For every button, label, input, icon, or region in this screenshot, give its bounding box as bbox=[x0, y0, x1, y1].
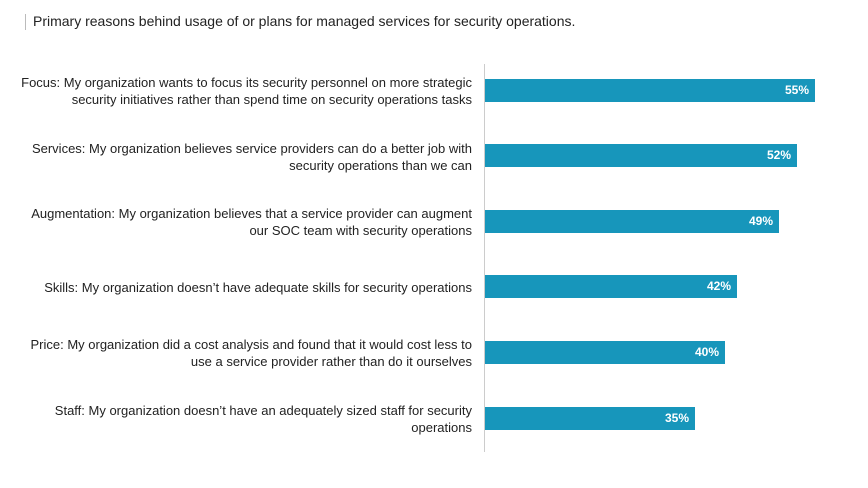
value-label: 52% bbox=[766, 148, 791, 163]
category-label: Focus: My organization wants to focus it… bbox=[21, 75, 472, 107]
category-label: Augmentation: My organization believes t… bbox=[31, 206, 472, 239]
bar: 35% bbox=[485, 406, 695, 430]
value-label: 55% bbox=[784, 82, 809, 97]
value-label: 40% bbox=[694, 344, 719, 359]
bar: 40% bbox=[485, 340, 725, 364]
title-marker bbox=[25, 14, 26, 30]
bar: 42% bbox=[485, 275, 737, 299]
value-label: 35% bbox=[664, 410, 689, 425]
category-label: Price: My organization did a cost analys… bbox=[30, 337, 472, 370]
bar: 55% bbox=[485, 78, 815, 102]
axis-line bbox=[484, 64, 485, 452]
category-label: Staff: My organization doesn’t have an a… bbox=[54, 403, 472, 435]
category-label: Skills: My organization doesn’t have ade… bbox=[44, 280, 472, 296]
category-label: Services: My organization believes servi… bbox=[31, 140, 472, 173]
value-label: 49% bbox=[748, 213, 773, 228]
chart-title: Primary reasons behind usage of or plans… bbox=[33, 13, 576, 29]
value-label: 42% bbox=[706, 279, 731, 294]
bar: 49% bbox=[485, 209, 779, 233]
bar: 52% bbox=[485, 144, 797, 168]
